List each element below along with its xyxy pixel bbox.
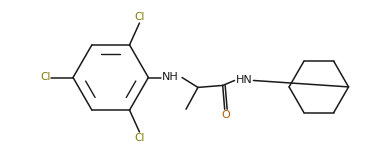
Text: Cl: Cl <box>134 12 145 22</box>
Text: Cl: Cl <box>134 133 145 143</box>
Text: NH: NH <box>162 73 179 82</box>
Text: O: O <box>222 110 230 120</box>
Text: HN: HN <box>236 75 252 85</box>
Text: Cl: Cl <box>40 73 50 82</box>
